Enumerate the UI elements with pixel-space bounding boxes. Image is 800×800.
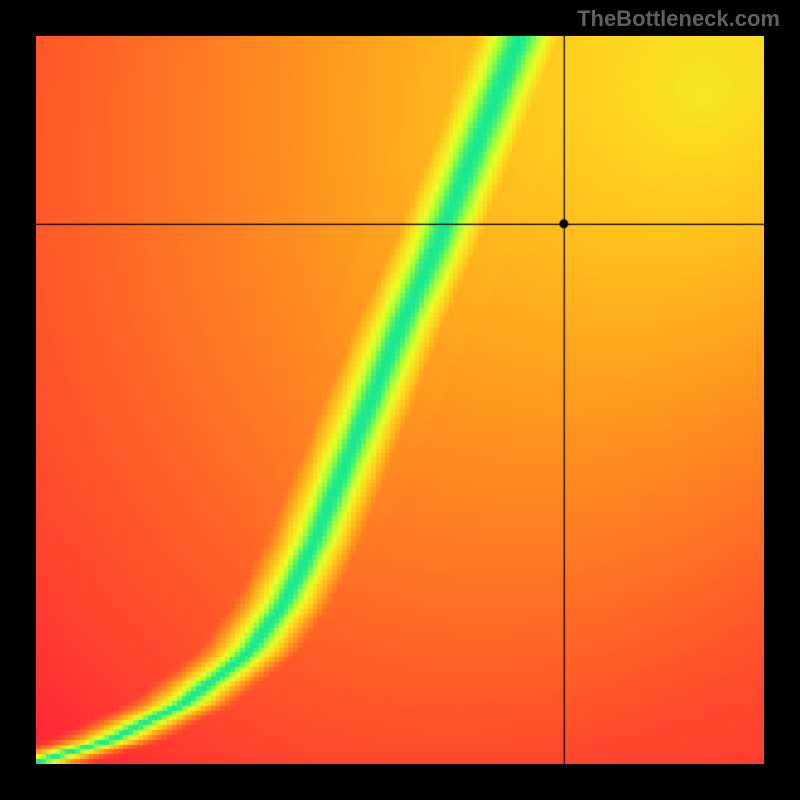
heatmap-canvas [36, 36, 764, 764]
watermark-text: TheBottleneck.com [577, 6, 780, 32]
bottleneck-heatmap [36, 36, 764, 764]
